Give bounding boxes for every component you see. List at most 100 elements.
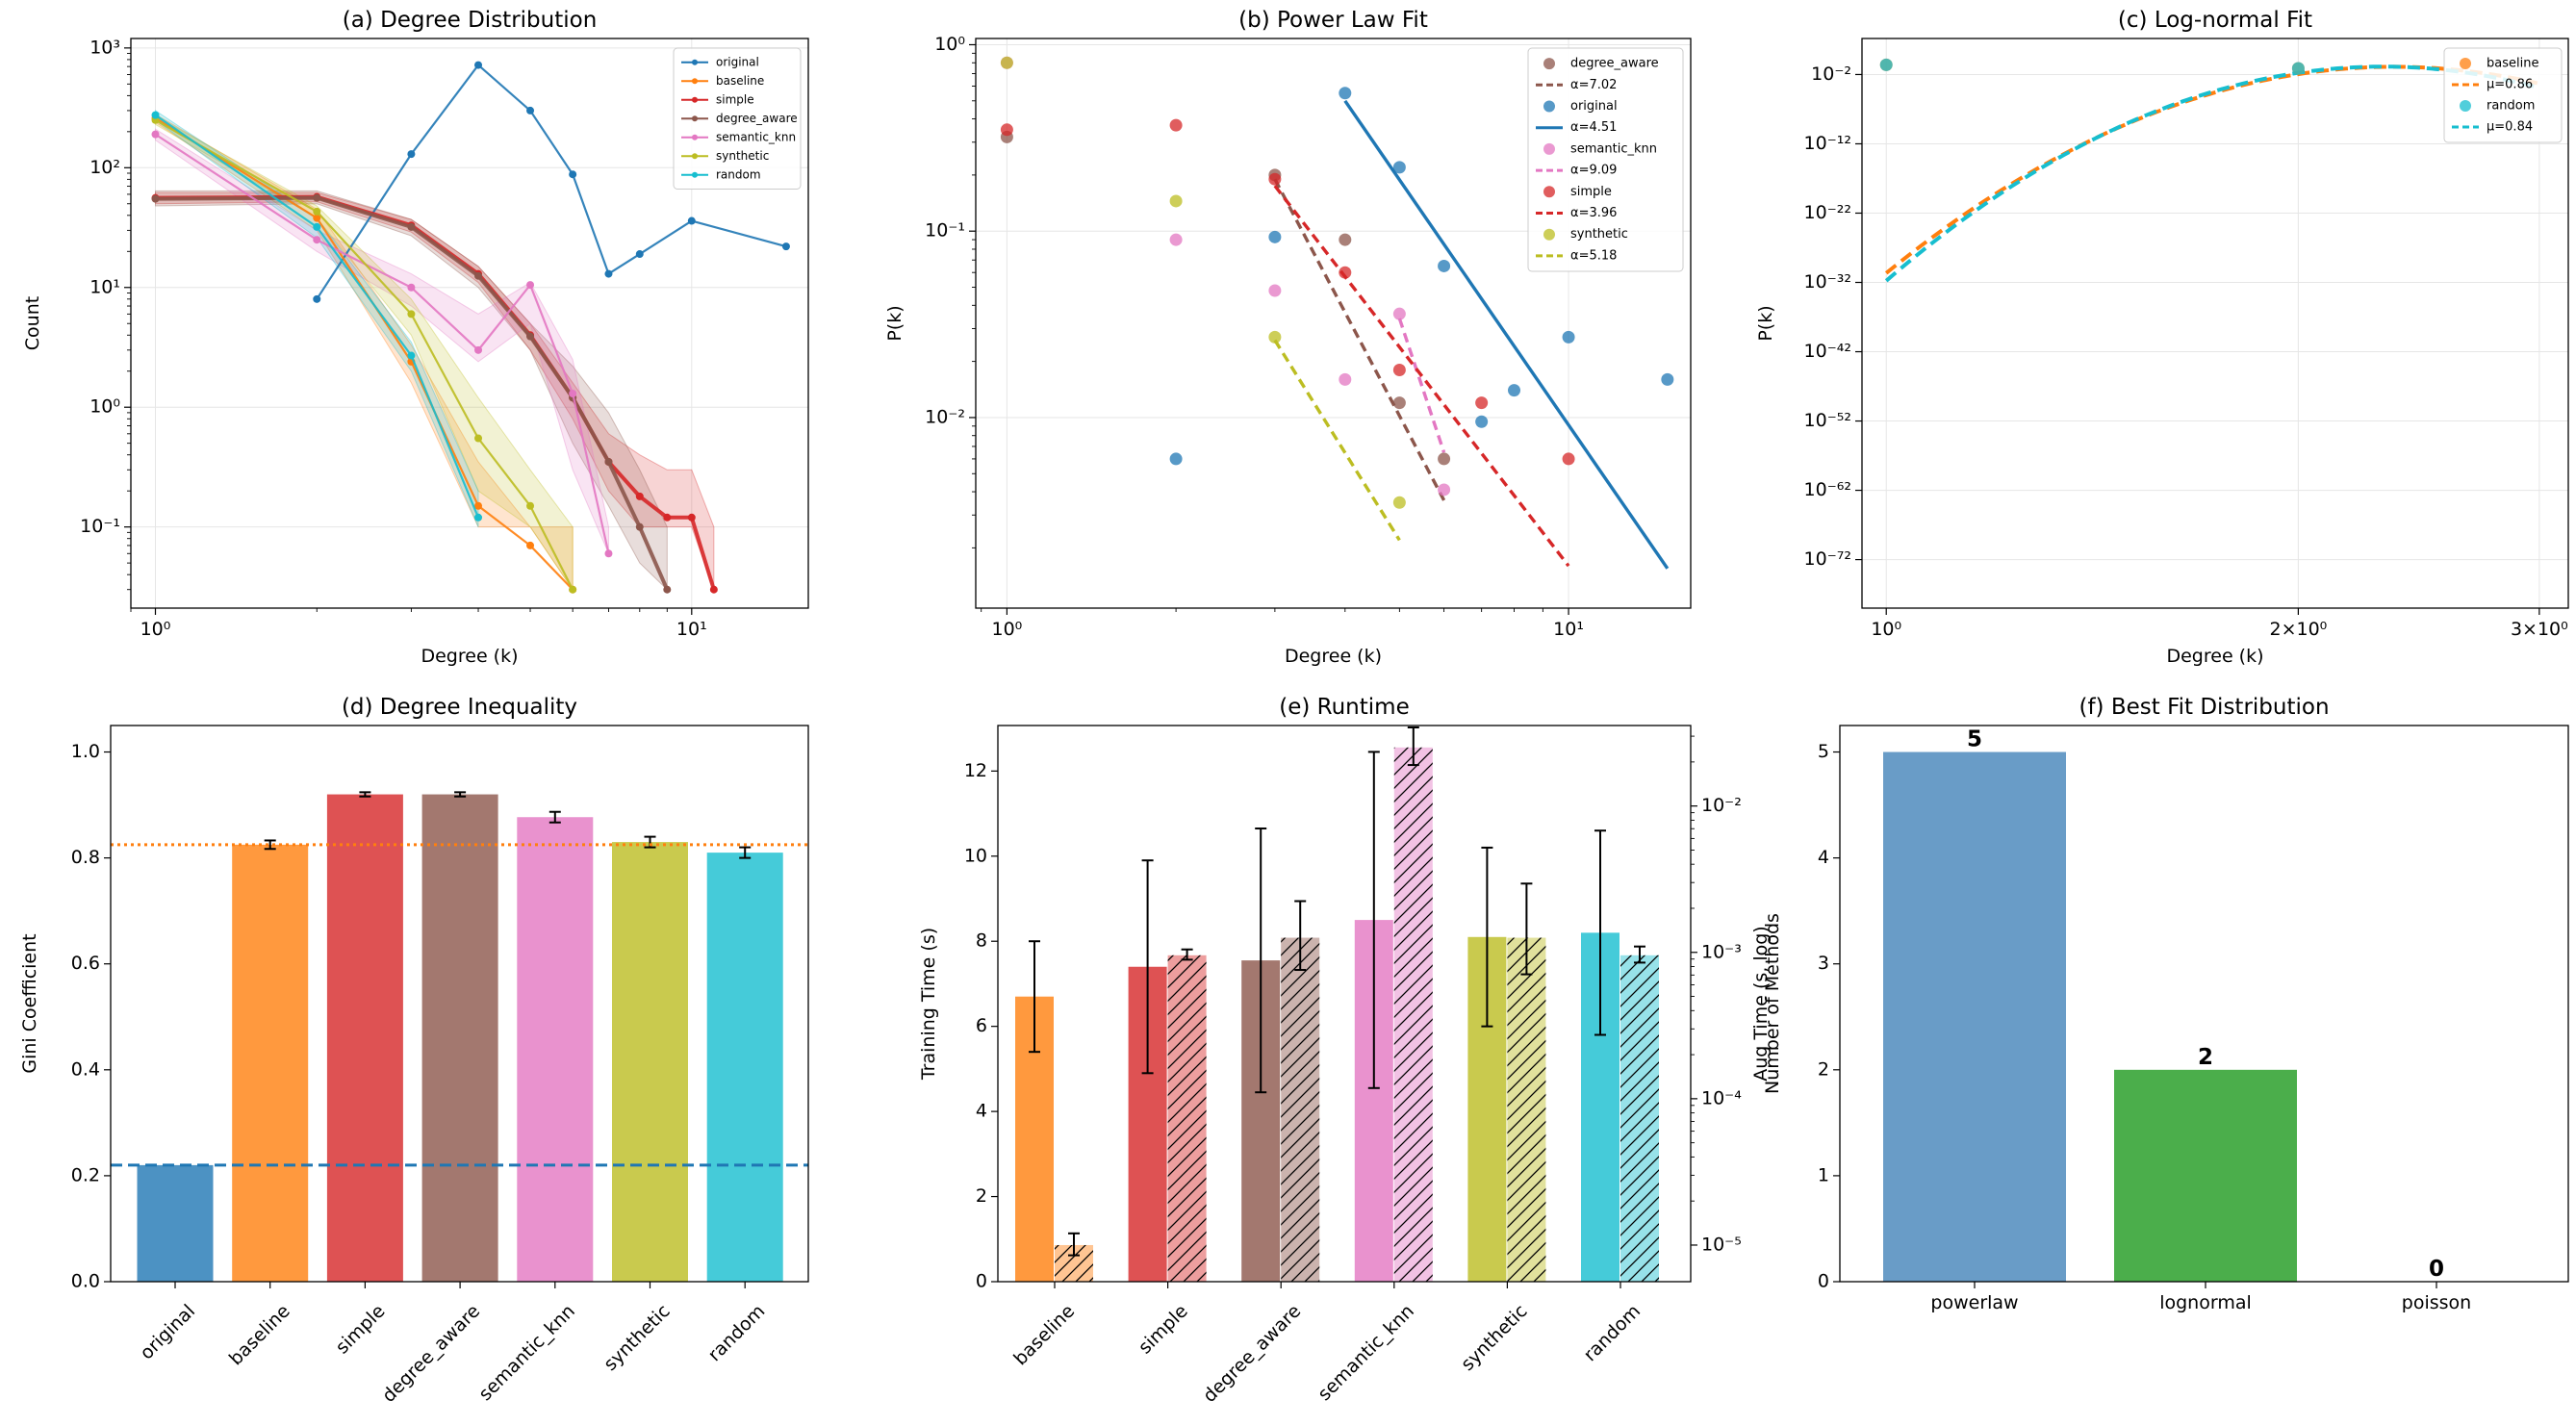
legend-marker [692, 153, 698, 160]
legend-entry: α=4.51 [1536, 120, 1617, 135]
point-original [1562, 330, 1575, 344]
point-simple [1000, 123, 1013, 137]
plot-area [1000, 56, 1674, 570]
x-axis-label: Degree (k) [421, 646, 518, 667]
point-simple [1475, 396, 1489, 410]
bar-simple [326, 794, 403, 1282]
point-degree_aware [313, 193, 321, 202]
aug-bar-hatch-simple [1167, 955, 1207, 1282]
x-tick-label: 10⁰ [1871, 619, 1901, 640]
plot-area [151, 61, 790, 594]
legend-entry: α=5.18 [1536, 248, 1617, 263]
point-synthetic [313, 207, 321, 216]
fit-line-synthetic [1273, 339, 1401, 542]
point-random [2291, 62, 2305, 75]
y-tick-label: 4 [976, 1101, 987, 1122]
point-original [1268, 230, 1282, 243]
plot-area [1879, 58, 2538, 283]
y-tick-label: 4 [1818, 847, 1829, 868]
y-tick-label: 10⁻¹² [1804, 133, 1851, 154]
point-original [1475, 415, 1489, 428]
point-degree_aware [474, 271, 483, 280]
point-synthetic [569, 585, 577, 594]
y2-tick-label: 10⁻² [1701, 795, 1742, 816]
x-axis-label: Degree (k) [1285, 646, 1382, 667]
aug-bar-hatch-synthetic [1507, 937, 1546, 1282]
legend-label: random [716, 167, 761, 181]
point-original [1438, 259, 1451, 272]
x-tick-label: random [704, 1301, 770, 1366]
x-tick-label: synthetic [599, 1301, 674, 1375]
point-original [781, 242, 790, 251]
fit-line-simple [1273, 185, 1570, 568]
x-tick-label: baseline [225, 1301, 294, 1370]
point-degree_aware [1438, 452, 1451, 466]
y-tick-label: 10⁻² [925, 406, 965, 427]
axes-frame [1861, 38, 2569, 609]
point-original [313, 294, 321, 303]
point-random [1879, 58, 1893, 71]
legend-box [1527, 47, 1684, 272]
x-tick-label: powerlaw [1930, 1292, 2018, 1313]
point-random [151, 111, 160, 119]
point-baseline [313, 214, 321, 222]
value-label: 0 [2429, 1257, 2444, 1282]
axes-frame [975, 38, 1692, 609]
legend-entry: simple [681, 92, 754, 106]
y-tick-label: 0.6 [71, 953, 100, 974]
legend-label: simple [1570, 185, 1612, 199]
y-tick-label: 10⁰ [934, 34, 965, 55]
point-original [1661, 372, 1674, 386]
legend-label: μ=0.86 [2487, 78, 2533, 92]
y-tick-label: 0 [976, 1271, 987, 1292]
legend-entry: simple [1543, 185, 1612, 199]
point-simple [1562, 452, 1575, 466]
fit-curve-baseline [1884, 64, 2538, 275]
y-axis-label: P(k) [884, 305, 905, 341]
point-random [474, 513, 483, 522]
y-tick-label: 10³ [89, 37, 120, 58]
y-tick-label: 10 [964, 845, 987, 866]
fit-curve-random [1884, 64, 2538, 283]
aug-bar-hatch-semantic_knn [1393, 747, 1433, 1282]
y-tick-label: 5 [1818, 741, 1829, 762]
y-tick-label: 10¹ [89, 276, 120, 297]
legend-entry: semantic_knn [681, 130, 796, 143]
bar-synthetic [612, 842, 688, 1282]
panel-f: (f) Best Fit Distribution 0 1 2 3 4 5 Number of… [1762, 695, 2569, 1313]
y-tick-label: 1.0 [71, 741, 100, 762]
y-tick-label: 1 [1818, 1164, 1829, 1185]
point-degree_aware [604, 457, 613, 466]
y-tick-label: 2 [1818, 1058, 1829, 1080]
x-tick-label: 2×10⁰ [2269, 619, 2327, 640]
point-synthetic [1268, 330, 1282, 344]
legend-box [2443, 47, 2563, 143]
point-simple [687, 513, 696, 522]
y2-tick-label: 10⁻⁴ [1701, 1087, 1742, 1108]
point-degree_aware [1339, 233, 1352, 246]
point-degree_aware [407, 222, 416, 231]
y-tick-label: 8 [976, 930, 987, 952]
panel-a: (a) Degree Distribution Degree (k) 10⁰ 10¹ 1… [22, 8, 809, 667]
axes-frame [110, 725, 809, 1283]
point-synthetic [474, 434, 483, 443]
fit-line-degree_aware [1273, 178, 1446, 501]
legend-marker [2460, 100, 2471, 112]
panel-e: (e) Runtime 0 2 4 6 8 10 12 Training Time (s) 10⁻… [918, 695, 1772, 1407]
legend-entry: semantic_knn [1543, 141, 1657, 156]
legend-label: α=4.51 [1570, 120, 1617, 135]
legend-entry: synthetic [1543, 227, 1628, 242]
legend-label: degree_aware [716, 112, 798, 125]
point-baseline [526, 541, 535, 549]
point-simple [709, 585, 718, 594]
point-original [569, 170, 577, 179]
point-semantic_knn [407, 283, 416, 292]
y-tick-label: 0.0 [71, 1271, 100, 1292]
legend-entry: μ=0.84 [2452, 120, 2533, 135]
legend-entry: degree_aware [681, 112, 798, 125]
point-semantic_knn [151, 130, 160, 139]
legend-marker [1543, 100, 1555, 113]
point-original [526, 106, 535, 115]
legend-marker [692, 171, 698, 178]
